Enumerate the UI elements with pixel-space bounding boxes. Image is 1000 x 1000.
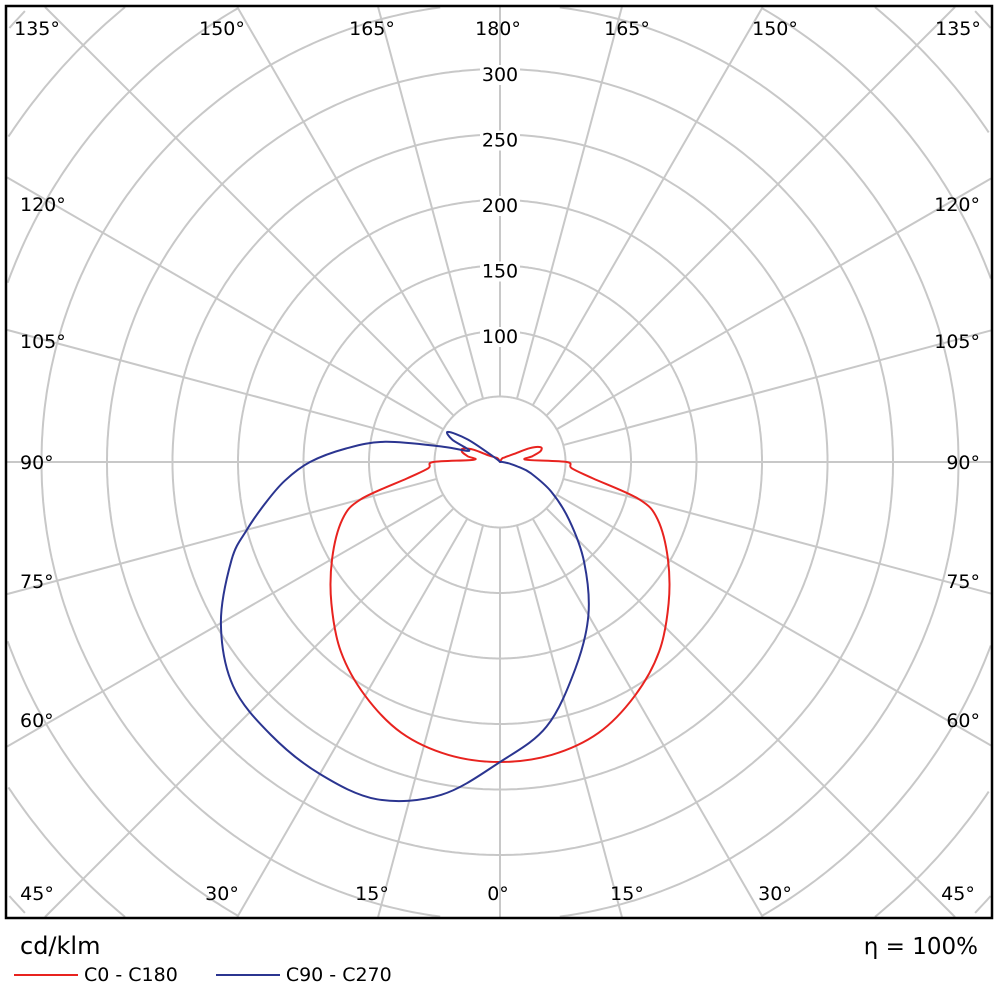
grid-spoke: [515, 6, 623, 399]
curves: [219, 430, 671, 803]
angle-label: 150°: [752, 18, 798, 40]
angle-label: 45°: [941, 883, 975, 905]
grid-spoke: [563, 477, 992, 595]
legend-label-c0: C0 - C180: [84, 964, 178, 986]
ring-label-bg: [480, 327, 520, 347]
angle-label: 135°: [14, 18, 60, 40]
angle-label: 0°: [487, 883, 509, 905]
angle-label: 135°: [935, 18, 981, 40]
angle-label: 60°: [946, 710, 980, 732]
grid-spoke: [531, 6, 764, 406]
angle-label: 120°: [20, 194, 66, 216]
ring-label: 100: [482, 326, 518, 348]
grid-spoke: [377, 525, 485, 918]
legend: C0 - C180 C90 - C270: [14, 964, 392, 986]
ring-label: 200: [482, 195, 518, 217]
angle-label: 60°: [20, 710, 54, 732]
ring-label: 250: [482, 130, 518, 152]
angle-label: 105°: [934, 331, 980, 353]
legend-label-c90: C90 - C270: [285, 964, 392, 986]
grid-spoke: [6, 493, 444, 748]
grid-spoke: [515, 525, 623, 918]
ring-label-bg: [480, 261, 520, 282]
grid-ring: [6, 7, 992, 917]
grid-spoke: [44, 6, 455, 417]
angle-label: 165°: [349, 18, 395, 40]
angle-label: 120°: [934, 194, 980, 216]
angle-label: 105°: [20, 331, 66, 353]
grid-spoke: [236, 518, 469, 918]
angle-label: 165°: [604, 18, 650, 40]
grid-spoke: [545, 507, 956, 918]
grid-spoke: [6, 328, 437, 447]
angle-labels: 135° 150° 165° 180° 165° 150° 135° 45° 30° 15° 0° 1…: [14, 18, 981, 905]
grid-spoke: [556, 493, 992, 747]
angle-label: 180°: [475, 18, 521, 40]
grid-spoke: [545, 6, 956, 417]
angle-label: 150°: [199, 18, 245, 40]
polar-grid: [6, 6, 992, 918]
angle-label: 15°: [610, 883, 644, 905]
angle-label: 90°: [946, 452, 980, 474]
efficiency-label: η = 100%: [863, 934, 978, 960]
angle-label: 45°: [20, 883, 54, 905]
grid-spoke: [377, 6, 485, 399]
unit-label: cd/klm: [20, 932, 101, 960]
grid-spoke: [556, 177, 992, 431]
angle-label: 30°: [205, 883, 239, 905]
angle-label: 90°: [20, 452, 54, 474]
angle-label: 15°: [355, 883, 389, 905]
grid-spoke: [236, 6, 469, 406]
chart-frame: [4, 4, 994, 920]
legend-swatch-c0: [14, 974, 78, 976]
angle-label: 75°: [946, 571, 980, 593]
grid-ring: [8, 10, 992, 914]
grid-spoke: [6, 477, 437, 596]
grid-spoke: [531, 518, 764, 918]
angle-label: 75°: [20, 571, 54, 593]
ring-labels: 100 150 200 250 300: [480, 64, 520, 348]
legend-swatch-c90: [215, 974, 280, 976]
grid-spoke: [563, 329, 992, 447]
curve-c90-c270: [219, 430, 590, 803]
ring-label-bg: [480, 196, 520, 216]
ring-label-bg: [480, 65, 520, 85]
ring-label-bg: [480, 130, 520, 151]
grid-spoke: [6, 176, 444, 431]
angle-label: 30°: [758, 883, 792, 905]
grid-ring: [7, 6, 990, 918]
ring-label: 300: [482, 64, 518, 86]
ring-label: 150: [482, 261, 518, 283]
